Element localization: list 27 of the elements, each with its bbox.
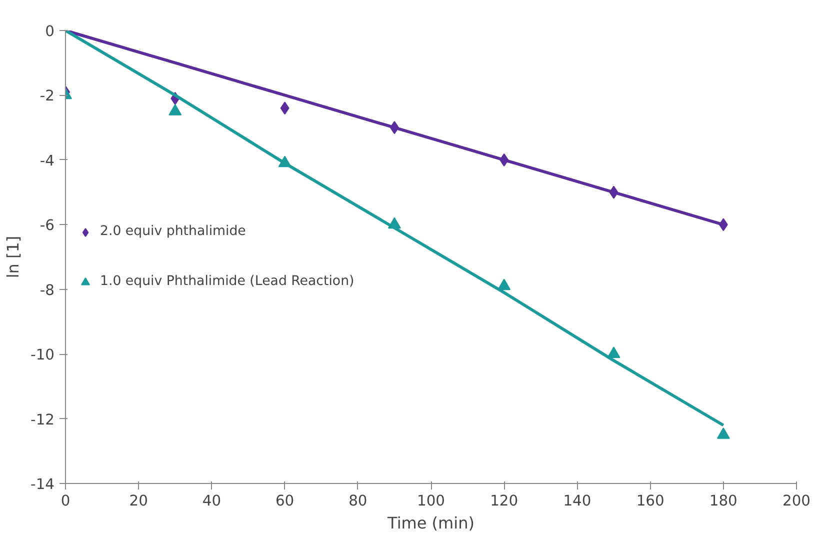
point (607, 346, 620, 358)
point (498, 278, 511, 290)
x-tick-label: 60 (275, 492, 294, 510)
x-tick-label: 180 (709, 492, 738, 510)
y-tick-label: -12 (30, 411, 55, 428)
y-tick-label: 0 (45, 23, 55, 40)
y-tick-label: -14 (30, 476, 55, 493)
y-axis-title: ln [1] (4, 236, 23, 278)
x-axis-title: Time (min) (386, 514, 474, 532)
x-tick-label: 160 (636, 492, 664, 510)
x-tick-label: 140 (563, 492, 592, 510)
y-tick-label: -6 (40, 217, 55, 234)
y-tick-label: -8 (40, 282, 55, 299)
x-tick-label: 120 (490, 492, 518, 510)
x-tick-label: 100 (417, 492, 445, 510)
x-tick-label: 0 (60, 492, 70, 510)
y-tick-label: -10 (30, 346, 55, 364)
legend-label: 2.0 equiv phthalimide (100, 224, 246, 239)
x-tick-label: 40 (202, 492, 222, 510)
legend-label: 1.0 equiv Phthalimide (Lead Reaction) (100, 274, 354, 289)
y-tick-label: -2 (40, 88, 55, 105)
x-tick-label: 200 (782, 492, 810, 510)
x-tick-label: 80 (348, 492, 368, 510)
x-tick-label: 20 (129, 492, 148, 510)
point (716, 428, 730, 439)
y-tick-label: -4 (40, 152, 55, 170)
point (280, 102, 290, 115)
